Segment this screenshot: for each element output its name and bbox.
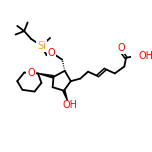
Text: O: O bbox=[48, 48, 56, 58]
Text: OH: OH bbox=[62, 100, 77, 110]
Text: OH: OH bbox=[138, 51, 152, 61]
Polygon shape bbox=[63, 90, 67, 100]
Text: O: O bbox=[27, 68, 35, 78]
Text: O: O bbox=[117, 43, 125, 53]
Text: Si: Si bbox=[37, 41, 46, 51]
Polygon shape bbox=[38, 73, 54, 78]
